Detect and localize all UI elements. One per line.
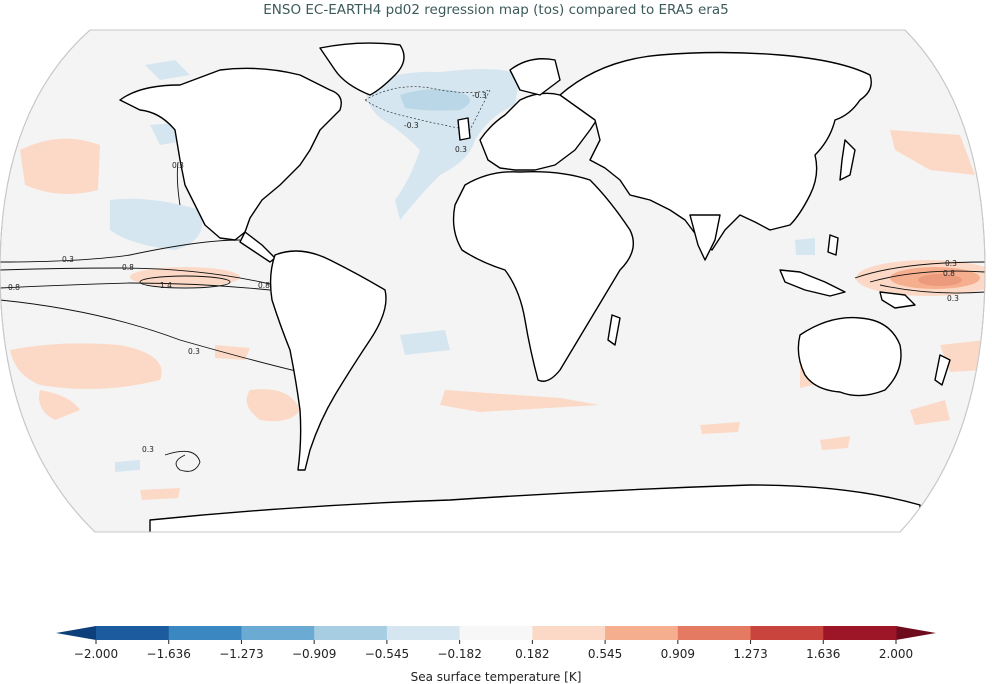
colorbar-segment <box>677 626 752 640</box>
contour-label-8: 0.3 <box>945 259 957 268</box>
contour-lines <box>0 161 985 472</box>
globe-outline <box>0 29 986 533</box>
colorbar-tick-label: 0.909 <box>661 647 695 661</box>
new-guinea <box>879 291 916 309</box>
africa <box>452 171 634 382</box>
cool-anomaly-patches <box>110 60 815 472</box>
colorbar-tick-label: 1.273 <box>733 647 767 661</box>
contour-label-2: 0.8 <box>122 263 134 272</box>
contour-label-14: 0.3 <box>142 445 154 454</box>
colorbar-segment <box>605 626 679 640</box>
colorbar-extend-low <box>56 626 96 640</box>
contour-label-4: 0.8 <box>8 283 20 292</box>
contour-label-10: 0.3 <box>947 294 959 303</box>
india <box>689 214 721 261</box>
contour-label-3: 1.4 <box>160 281 172 290</box>
colorbar-extend-high <box>896 626 936 640</box>
contour-label-1: 0.3 <box>62 255 74 264</box>
colorbar-segment <box>386 626 461 640</box>
colorbar-tick-label: −0.909 <box>292 647 336 661</box>
contour-labels: 0.3 0.8 1.4 0.8 0.8 0.3 0.3 0.3 0.8 0.3 … <box>8 91 959 454</box>
colorbar-segment <box>750 626 824 640</box>
uk <box>457 117 471 141</box>
indonesia <box>779 269 846 297</box>
asia <box>559 51 872 251</box>
warm-anomaly-patches <box>10 130 985 500</box>
colorbar-segment <box>168 626 242 640</box>
colorbar-segment <box>532 626 606 640</box>
colorbar-tick-label: 2.000 <box>879 647 913 661</box>
contour-label-13: 0.3 <box>455 145 467 154</box>
greenland <box>319 42 405 96</box>
contour-label-11: -0.3 <box>404 121 419 130</box>
map-title: ENSO EC-EARTH4 pd02 regression map (tos)… <box>263 2 729 18</box>
antarctica <box>149 484 921 532</box>
madagascar <box>607 314 621 346</box>
new-zealand <box>934 354 951 386</box>
cool-anomaly-core <box>400 89 470 111</box>
central-america <box>239 231 276 263</box>
colorbar-tick-label: 1.636 <box>806 647 840 661</box>
colorbar-tick-label: −1.273 <box>219 647 263 661</box>
japan <box>839 139 856 181</box>
south-america <box>269 250 387 471</box>
scandinavia <box>509 58 561 96</box>
colorbar-label: Sea surface temperature [K] <box>411 670 582 684</box>
colorbar-segment <box>96 626 170 640</box>
land-masses <box>119 42 951 532</box>
colorbar-tick-label: −2.000 <box>74 647 118 661</box>
colorbar-segment <box>241 626 315 640</box>
australia <box>797 316 902 397</box>
contour-label-12: -0.3 <box>472 91 487 100</box>
colorbar-tick-label: 0.182 <box>515 647 549 661</box>
philippines <box>827 234 839 256</box>
colorbar-tick-label: −0.545 <box>365 647 409 661</box>
contour-label-9: 0.8 <box>943 269 955 278</box>
colorbar-tick-label: 0.545 <box>588 647 622 661</box>
colorbar-tick-label: −1.636 <box>147 647 191 661</box>
dashed-contours <box>364 86 491 131</box>
colorbar: −2.000 −1.636 −1.273 −0.909 −0.545 −0.182 0.18… <box>56 626 936 661</box>
contour-label-5: 0.8 <box>258 281 270 290</box>
colorbar-segment <box>823 626 897 640</box>
contour-label-7: 0.3 <box>172 161 184 170</box>
colorbar-segment <box>459 626 533 640</box>
colorbar-segment <box>314 626 388 640</box>
colorbar-tick-label: −0.182 <box>437 647 481 661</box>
contour-label-6: 0.3 <box>188 347 200 356</box>
north-america <box>119 67 342 241</box>
